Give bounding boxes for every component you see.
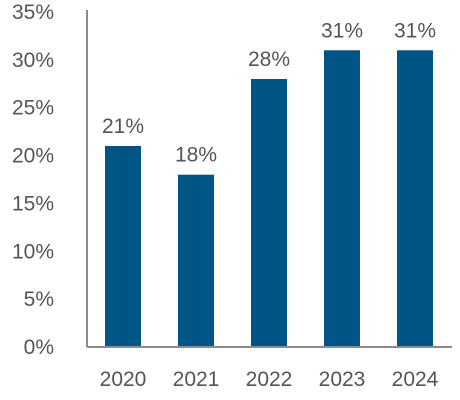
data-label-2021: 18%: [175, 144, 217, 167]
bar-2021: [178, 174, 214, 347]
data-label-2022: 28%: [248, 48, 290, 71]
bar-2024: [397, 50, 433, 348]
y-tick-label: 5%: [24, 288, 54, 311]
x-tick-label-2021: 2021: [173, 368, 220, 391]
bar-2022: [251, 79, 287, 347]
y-tick-label: 25%: [12, 97, 54, 120]
x-tick-label-2022: 2022: [246, 368, 293, 391]
y-axis-ticks: 0% 5% 10% 15% 20% 25% 30% 35%: [12, 1, 54, 359]
data-label-2023: 31%: [321, 19, 363, 42]
y-tick-label: 10%: [12, 240, 54, 263]
bars: [105, 50, 433, 348]
y-tick-label: 30%: [12, 49, 54, 72]
y-tick-label: 0%: [24, 336, 54, 359]
y-tick-label: 15%: [12, 192, 54, 215]
bar-2020: [105, 146, 141, 347]
x-tick-label-2023: 2023: [319, 368, 366, 391]
x-tick-label-2020: 2020: [100, 368, 147, 391]
x-axis-labels: 2020 2021 2022 2023 2024: [100, 368, 439, 391]
data-label-2024: 31%: [394, 19, 436, 42]
y-tick-label: 35%: [12, 1, 54, 24]
data-label-2020: 21%: [102, 115, 144, 138]
x-tick-label-2024: 2024: [392, 368, 439, 391]
bar-2023: [324, 50, 360, 348]
data-labels: 21% 18% 28% 31% 31%: [102, 19, 436, 166]
y-tick-label: 20%: [12, 145, 54, 168]
